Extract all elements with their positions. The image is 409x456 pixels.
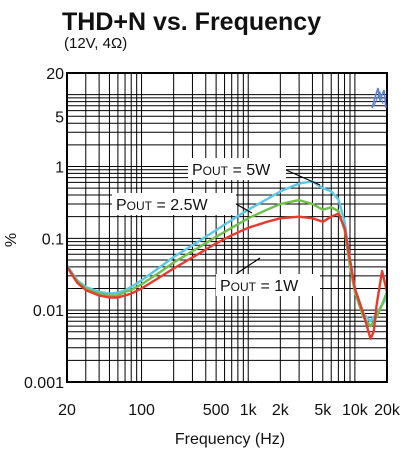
y-tick-label: 0.1 [42, 231, 64, 248]
y-tick-label: 20 [46, 66, 64, 83]
series-line [66, 198, 389, 328]
series-layer [65, 180, 389, 340]
x-tick-label: 20 [58, 402, 76, 419]
y-tick-label: 1 [55, 159, 64, 176]
x-tick-label: 10k [342, 402, 369, 419]
annotation-label: POUT = 1W [220, 278, 299, 295]
annotation-leader [285, 169, 321, 186]
plot-frame [66, 72, 388, 383]
annotation-layer: POUT = 5W POUT = 2.5W POUT = 1W [112, 158, 321, 296]
x-tick-label: 500 [203, 402, 230, 419]
annotation-label: POUT = 5W [192, 162, 271, 179]
x-tick-label: 20k [374, 402, 401, 419]
y-tick-label: 5 [55, 109, 64, 126]
annotation-leader [235, 203, 253, 214]
annotation-box [112, 193, 236, 215]
x-tick-label: 2k [272, 402, 290, 419]
x-tick-label: 100 [128, 402, 155, 419]
grid-layer [67, 73, 387, 382]
y-tick-label: 0.001 [24, 375, 64, 392]
x-tick-label: 5k [314, 402, 332, 419]
tick-label-layer: 20 100 500 1k 2k 5k 10k 20k 20 5 1 0.1 0.01 0.001 [24, 66, 401, 419]
annotation-leader [235, 257, 261, 275]
x-axis-label: Frequency (Hz) [175, 431, 285, 448]
logo-mark-icon [371, 87, 387, 109]
annotation-box [216, 274, 320, 296]
annotation-box [188, 158, 286, 180]
chart-subtitle: (12V, 4Ω) [64, 35, 127, 52]
annotation-label: POUT = 2.5W [116, 197, 208, 214]
x-tick-label: 1k [240, 402, 258, 419]
y-axis-label: % [3, 233, 20, 247]
series-line [65, 212, 389, 340]
y-tick-label: 0.01 [33, 303, 64, 320]
chart-title: THD+N vs. Frequency [62, 8, 321, 36]
